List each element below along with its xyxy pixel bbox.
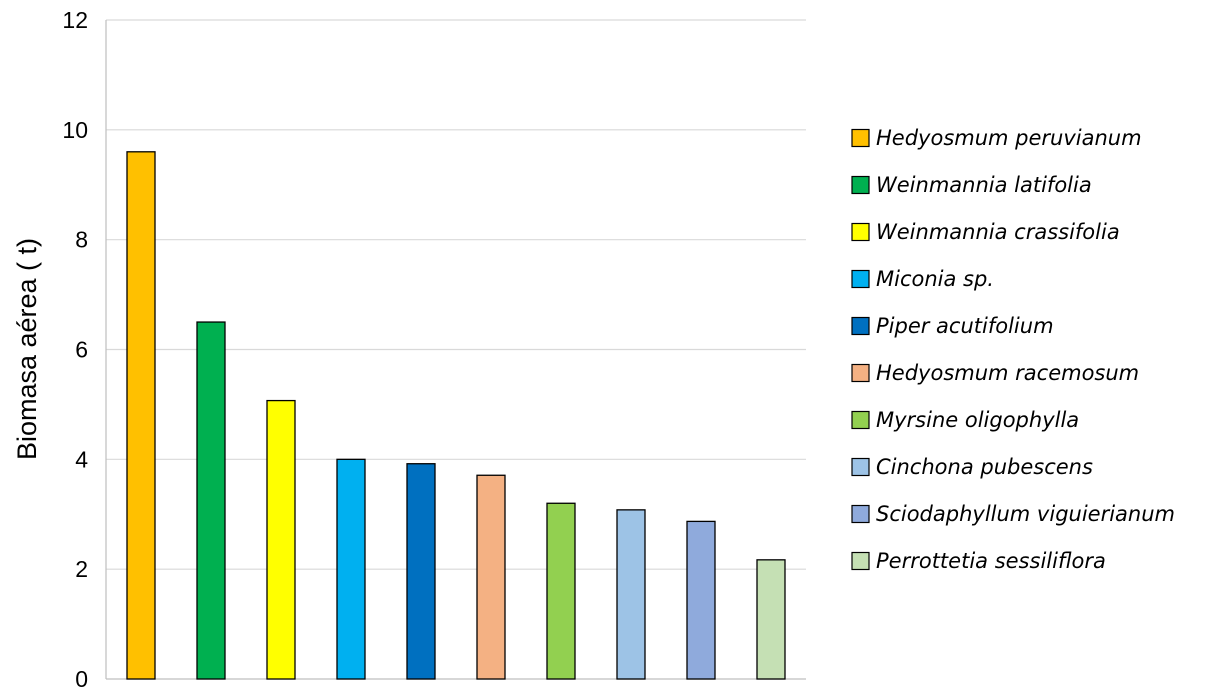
legend-item: Weinmannia crassifolia [851, 220, 1120, 244]
bar-3 [266, 399, 296, 680]
y-tick-label: 4 [75, 446, 88, 472]
legend-label: Sciodaphyllum viguierianum [876, 502, 1175, 526]
bar-6 [476, 474, 506, 680]
legend-item: Miconia sp. [851, 267, 994, 291]
legend-swatch [851, 504, 870, 524]
legend-label: Miconia sp. [876, 267, 994, 291]
y-tick-label: 8 [75, 227, 88, 253]
y-tick-label: 10 [62, 117, 88, 143]
legend-label: Weinmannia latifolia [876, 173, 1092, 197]
legend-label: Myrsine oligophylla [876, 408, 1079, 432]
legend-swatch [851, 363, 870, 383]
legend-item: Cinchona pubescens [851, 455, 1093, 479]
legend-swatch [851, 410, 870, 430]
bar-5 [406, 463, 436, 680]
bar-9 [686, 520, 716, 680]
y-tick-label: 0 [75, 666, 88, 692]
legend-item: Sciodaphyllum viguierianum [851, 502, 1175, 526]
bar-1 [126, 151, 156, 680]
legend-label: Cinchona pubescens [876, 455, 1093, 479]
bar-4 [336, 458, 366, 680]
legend-swatch [851, 316, 870, 336]
legend-label: Hedyosmum peruvianum [876, 126, 1142, 150]
legend-label: Weinmannia crassifolia [876, 220, 1120, 244]
bar-8 [616, 509, 646, 680]
legend-label: Piper acutifolium [876, 314, 1054, 338]
legend-item: Weinmannia latifolia [851, 173, 1092, 197]
legend-label: Perrottetia sessiliflora [876, 549, 1106, 573]
y-tick-labels: 0 2 4 6 8 10 12 [62, 7, 88, 692]
legend-swatch [851, 128, 870, 148]
legend-item: Hedyosmum racemosum [851, 361, 1139, 385]
legend-item: Perrottetia sessiliflora [851, 549, 1106, 573]
legend-swatch [851, 175, 870, 195]
bar-10 [756, 559, 786, 680]
legend-swatch [851, 269, 870, 289]
legend-item: Piper acutifolium [851, 314, 1054, 338]
legend-swatch [851, 457, 870, 477]
bar-7 [546, 502, 576, 680]
bar-2 [196, 321, 226, 680]
y-tick-label: 12 [62, 7, 88, 33]
y-tick-label: 2 [75, 556, 88, 582]
legend-swatch [851, 551, 870, 571]
legend-item: Myrsine oligophylla [851, 408, 1079, 432]
legend: Hedyosmum peruvianum Weinmannia latifolia… [851, 126, 1175, 573]
legend-swatch [851, 222, 870, 242]
y-axis-label: Biomasa aérea ( t) [12, 238, 42, 460]
y-tick-label: 6 [75, 337, 88, 363]
legend-item: Hedyosmum peruvianum [851, 126, 1142, 150]
legend-label: Hedyosmum racemosum [876, 361, 1139, 385]
bars [126, 151, 786, 680]
